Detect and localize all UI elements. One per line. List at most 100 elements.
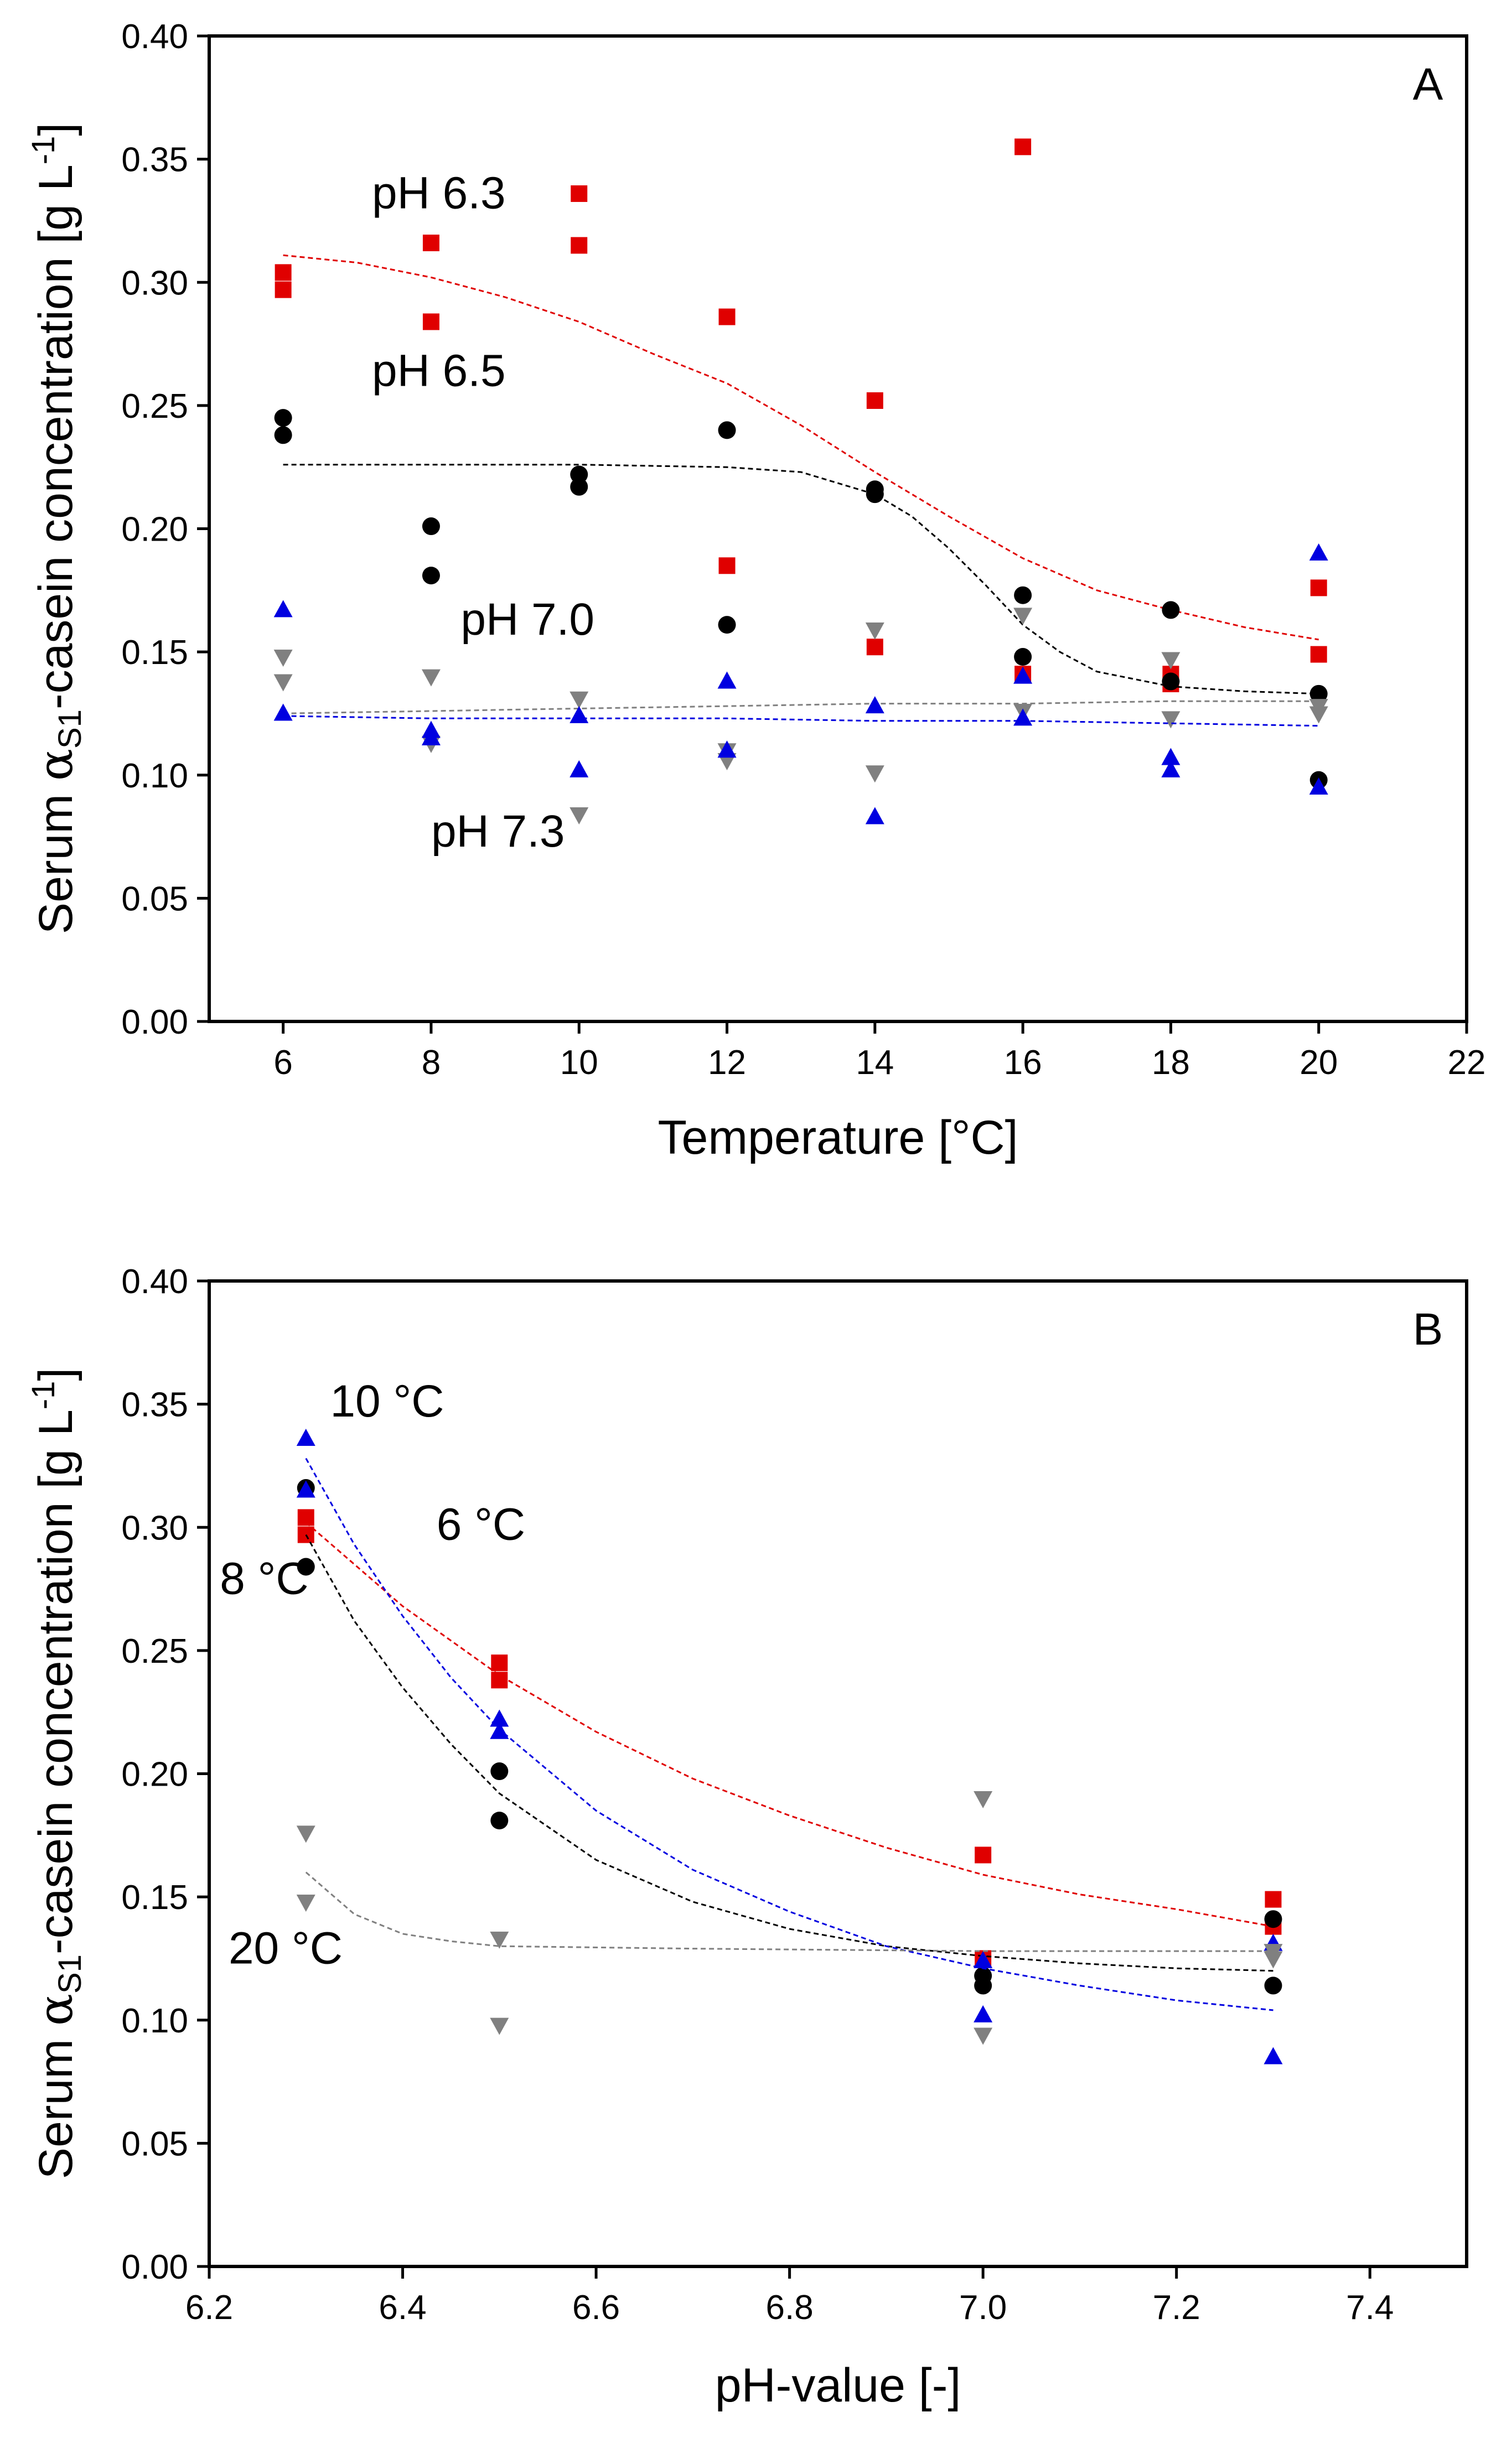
data-point-ph-6-5 <box>1014 648 1032 666</box>
series-annotation: pH 6.3 <box>372 168 506 219</box>
x-tick-label: 7.0 <box>959 2289 1007 2327</box>
y-tick-label: 0.20 <box>121 1756 188 1794</box>
panel-b-x-axis: 6.2 6.4 6.6 6.8 7.0 7.2 7.4 <box>185 2266 1394 2327</box>
data-point-ph-6-5 <box>1162 672 1180 691</box>
y-tick-label: 0.05 <box>121 2125 188 2163</box>
data-point-20-c <box>974 2027 993 2045</box>
data-point-10-c <box>974 2005 993 2022</box>
data-point-ph-6-5 <box>718 421 736 439</box>
data-point-ph-6-3 <box>718 308 736 325</box>
x-tick-label: 6.6 <box>572 2289 620 2327</box>
y-tick-label: 0.25 <box>121 387 188 426</box>
series-annotation: pH 7.0 <box>460 594 594 645</box>
data-point-ph-7-0 <box>421 669 441 687</box>
y-label-text: -casein concentration [g L <box>29 1409 82 1954</box>
panel-a-x-axis: 6 8 10 12 14 16 18 20 22 <box>273 1021 1485 1082</box>
y-label-text: Serum <box>29 781 82 934</box>
data-point-6-c <box>491 1672 508 1689</box>
data-point-ph-7-3 <box>1309 777 1328 795</box>
x-tick-label: 18 <box>1152 1044 1190 1082</box>
x-tick-label: 12 <box>708 1044 746 1082</box>
data-point-8-c <box>974 1977 992 1995</box>
data-point-ph-6-5 <box>274 409 292 427</box>
data-point-ph-6-3 <box>1310 646 1327 663</box>
fit-line-ph-6-5 <box>283 464 1319 695</box>
data-point-6-c <box>1265 1891 1282 1908</box>
data-point-ph-7-3 <box>570 760 589 777</box>
data-point-ph-6-5 <box>1309 684 1328 703</box>
panel-a-annotations: pH 6.3 pH 6.5 pH 7.0 pH 7.3 <box>372 168 594 857</box>
data-point-ph-6-5 <box>718 616 736 634</box>
y-label-text: ] <box>29 1368 82 1381</box>
panel-a-y-label: Serum αS1-casein concentration [g L-1] <box>25 123 88 935</box>
data-point-ph-7-0 <box>273 674 293 692</box>
panel-b-x-label: pH-value [-] <box>715 2359 961 2412</box>
data-point-10-c <box>490 1709 509 1727</box>
y-label-alpha: α <box>28 749 84 781</box>
data-point-ph-7-0 <box>1309 706 1328 724</box>
data-point-ph-6-3 <box>571 185 588 202</box>
data-point-20-c <box>490 1931 509 1949</box>
y-tick-label: 0.40 <box>121 18 188 56</box>
panel-b-plot <box>296 1428 1283 2064</box>
x-tick-label: 10 <box>560 1044 598 1082</box>
y-tick-label: 0.30 <box>121 264 188 302</box>
panel-b-annotations: 10 °C 6 °C 8 °C 20 °C <box>220 1376 525 1973</box>
data-point-ph-7-0 <box>1013 608 1033 625</box>
y-label-text: -casein concentration [g L <box>29 164 82 709</box>
x-tick-label: 22 <box>1448 1044 1486 1082</box>
series-annotation: pH 7.3 <box>431 806 565 857</box>
data-point-ph-7-0 <box>865 765 884 783</box>
series-annotation: 10 °C <box>330 1376 444 1426</box>
data-point-ph-6-5 <box>274 426 292 444</box>
data-point-ph-7-0 <box>865 623 884 640</box>
data-point-ph-7-3 <box>273 600 293 618</box>
data-point-ph-6-3 <box>1014 138 1032 155</box>
data-point-20-c <box>296 1825 315 1843</box>
data-point-ph-7-3 <box>1161 748 1181 765</box>
x-tick-label: 7.4 <box>1346 2289 1394 2327</box>
y-tick-label: 0.25 <box>121 1632 188 1671</box>
panel-a-plot <box>273 138 1328 824</box>
data-point-10-c <box>490 1721 509 1739</box>
series-annotation: pH 6.5 <box>372 345 506 396</box>
data-point-ph-6-3 <box>1310 579 1327 596</box>
data-point-20-c <box>1264 1951 1283 1969</box>
y-label-superscript: -1 <box>25 136 61 165</box>
data-point-ph-6-5 <box>570 478 588 496</box>
data-point-ph-7-0 <box>1161 711 1181 729</box>
y-label-alpha: α <box>28 1994 84 2026</box>
data-point-ph-6-3 <box>866 639 883 656</box>
fit-line-6-c <box>305 1522 1273 1928</box>
panel-b-label: B <box>1413 1304 1443 1355</box>
y-tick-label: 0.20 <box>121 511 188 549</box>
series-20-c <box>296 1791 1283 2045</box>
data-point-ph-7-3 <box>570 706 589 723</box>
data-point-20-c <box>974 1791 993 1809</box>
x-tick-label: 16 <box>1004 1044 1042 1082</box>
series-ph-7-3 <box>273 543 1328 824</box>
data-point-ph-7-0 <box>570 691 589 709</box>
panel-b: 6.2 6.4 6.6 6.8 7.0 7.2 7.4 0.000.050.100.150.… <box>25 1263 1468 2412</box>
data-point-ph-6-3 <box>275 264 292 281</box>
data-point-ph-7-3 <box>717 740 737 758</box>
data-point-ph-6-3 <box>571 237 588 254</box>
data-point-ph-7-3 <box>1309 543 1328 561</box>
y-tick-label: 0.15 <box>121 634 188 672</box>
data-point-10-c <box>1264 2047 1283 2064</box>
data-point-ph-7-3 <box>273 703 293 721</box>
series-annotation: 20 °C <box>229 1923 343 1973</box>
fit-line-ph-7-3 <box>283 715 1319 727</box>
data-point-ph-6-5 <box>570 465 588 484</box>
data-point-ph-6-3 <box>718 557 736 574</box>
fit-line-8-c <box>305 1534 1273 1972</box>
data-point-8-c <box>1264 1910 1282 1928</box>
x-tick-label: 20 <box>1300 1044 1338 1082</box>
x-tick-label: 6.4 <box>379 2289 426 2327</box>
y-tick-label: 0.00 <box>121 1003 188 1041</box>
y-tick-label: 0.00 <box>121 2248 188 2286</box>
data-point-ph-6-5 <box>1162 601 1180 619</box>
data-point-ph-7-3 <box>1013 708 1033 726</box>
panel-a-label: A <box>1413 59 1443 110</box>
